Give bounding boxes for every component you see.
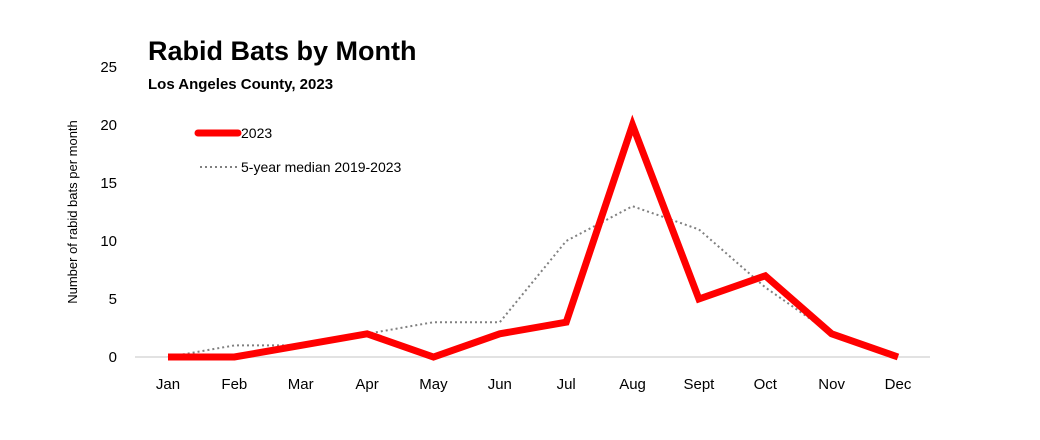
chart-subtitle: Los Angeles County, 2023 bbox=[148, 76, 333, 93]
y-axis-ticks: 0 5 10 15 20 25 bbox=[100, 59, 117, 366]
x-tick-label: Aug bbox=[619, 376, 646, 393]
x-tick-label: Jul bbox=[557, 376, 576, 393]
x-axis-ticks: Jan Feb Mar Apr May Jun Jul Aug Sept Oct Nov Dec bbox=[156, 376, 912, 393]
x-tick-label: Mar bbox=[288, 376, 314, 393]
y-tick-label: 25 bbox=[100, 59, 117, 76]
x-tick-label: Jan bbox=[156, 376, 180, 393]
legend-label-5-year-median: 5-year median 2019-2023 bbox=[241, 159, 402, 175]
x-tick-label: Oct bbox=[754, 376, 778, 393]
series-layer bbox=[167, 114, 900, 361]
y-tick-label: 10 bbox=[100, 233, 117, 250]
legend: 2023 5-year median 2019-2023 bbox=[194, 125, 402, 175]
legend-label-2023: 2023 bbox=[241, 125, 272, 141]
x-tick-label: Dec bbox=[885, 376, 912, 393]
x-tick-label: Apr bbox=[355, 376, 378, 393]
x-tick-label: May bbox=[419, 376, 448, 393]
x-tick-label: Jun bbox=[488, 376, 512, 393]
y-tick-label: 15 bbox=[100, 175, 117, 192]
x-tick-label: Nov bbox=[818, 376, 845, 393]
series-line-5-year-median bbox=[167, 205, 899, 358]
y-tick-label: 20 bbox=[100, 117, 117, 134]
y-axis-label: Number of rabid bats per month bbox=[65, 120, 80, 304]
y-tick-label: 0 bbox=[109, 349, 117, 366]
y-tick-label: 5 bbox=[109, 291, 117, 308]
series-line-2023 bbox=[168, 114, 900, 361]
x-tick-label: Sept bbox=[683, 376, 715, 393]
x-tick-label: Feb bbox=[221, 376, 247, 393]
chart-title: Rabid Bats by Month bbox=[148, 36, 417, 66]
